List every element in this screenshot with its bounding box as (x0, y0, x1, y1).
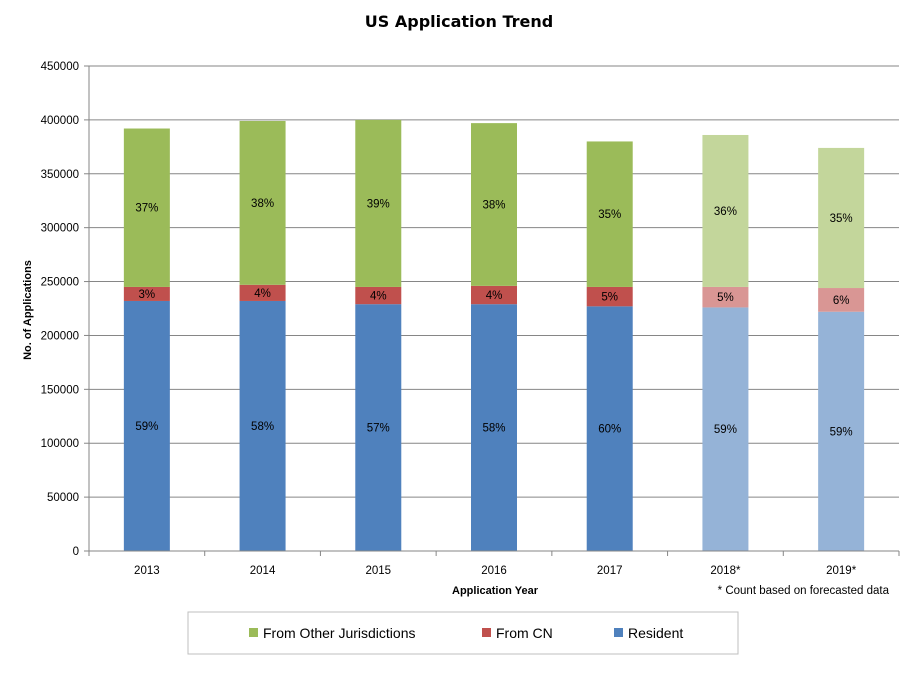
data-label-from-other: 35% (830, 213, 853, 225)
bar-from-other-2015 (355, 119, 402, 287)
x-tick-label: 2019* (826, 565, 857, 577)
bar-from-cn-2017 (586, 286, 633, 307)
legend: From Other Jurisdictions From CN Resident (249, 625, 683, 641)
data-label-from-other: 38% (251, 198, 274, 210)
bar-resident-2013 (123, 300, 170, 551)
x-tick-labels: 2013 2014 2015 2016 2017 2018* 2019* (134, 565, 857, 577)
data-label-resident: 59% (135, 421, 158, 433)
y-tick-label: 400000 (41, 115, 79, 127)
legend-label: From Other Jurisdictions (263, 625, 415, 641)
bar-resident-2015 (355, 304, 402, 551)
y-tick-label: 0 (73, 546, 79, 558)
y-tick-label: 450000 (41, 61, 79, 73)
legend-label: Resident (628, 625, 683, 641)
data-label-from-other: 39% (367, 198, 390, 210)
y-tick-label: 300000 (41, 223, 79, 235)
legend-swatch (482, 628, 491, 637)
bar-from-cn-2014 (239, 284, 286, 301)
data-label-from-cn: 4% (254, 288, 271, 300)
data-label-from-cn: 5% (717, 292, 734, 304)
bar-from-other-2016 (471, 123, 517, 286)
x-tick-label: 2018* (710, 565, 741, 577)
bar-from-cn-2015 (355, 286, 402, 305)
y-axis-title: No. of Applications (22, 260, 34, 360)
y-tick-label: 350000 (41, 169, 79, 181)
data-label-resident: 60% (598, 424, 621, 436)
data-label-from-cn: 3% (139, 289, 156, 301)
bar-from-cn-2016 (471, 285, 517, 305)
data-label-from-cn: 5% (601, 292, 618, 304)
data-label-from-other: 38% (482, 199, 505, 211)
x-tick-label: 2014 (250, 565, 276, 577)
x-axis-title: Application Year (452, 585, 539, 597)
bar-from-other-2014 (239, 120, 286, 285)
bar-from-cn-2019 (818, 288, 865, 312)
legend-box (187, 611, 739, 655)
data-label-resident: 58% (482, 423, 505, 435)
bar-resident-2019 (818, 311, 865, 551)
bar-resident-2017 (586, 306, 633, 551)
data-label-from-cn: 6% (833, 295, 850, 307)
y-tick-labels: 0 50000 100000 150000 200000 250000 300000 3500… (41, 61, 79, 558)
bars-group (123, 119, 865, 551)
y-tick-label: 100000 (41, 438, 79, 450)
chart-title: US Application Trend (365, 12, 553, 31)
data-label-from-cn: 4% (486, 290, 503, 302)
segment-labels: 59% 3% 37% 58% 4% 38% 57% 4% 39% 58% 4% 38% 60% 5% 35%… (135, 198, 852, 438)
data-label-from-other: 37% (135, 203, 158, 215)
legend-swatch (249, 628, 258, 637)
bar-resident-2014 (239, 300, 286, 551)
legend-swatch (614, 628, 623, 637)
data-label-from-other: 35% (598, 209, 621, 221)
data-label-resident: 59% (830, 426, 853, 438)
data-label-resident: 57% (367, 423, 390, 435)
y-tick-label: 150000 (41, 384, 79, 396)
forecast-note: * Count based on forecasted data (718, 585, 890, 597)
x-tick-label: 2013 (134, 565, 160, 577)
y-tick-label: 250000 (41, 277, 79, 289)
bar-from-other-2013 (123, 128, 170, 287)
bar-resident-2016 (471, 304, 517, 551)
x-tick-label: 2017 (597, 565, 623, 577)
bar-from-cn-2018 (702, 286, 749, 308)
bar-resident-2018 (702, 307, 749, 551)
axes (88, 66, 900, 556)
bar-from-other-2017 (586, 141, 633, 287)
legend-label: From CN (496, 625, 553, 641)
data-label-from-other: 36% (714, 206, 737, 218)
x-tick-label: 2016 (481, 565, 507, 577)
data-label-resident: 59% (714, 424, 737, 436)
bar-from-other-2019 (818, 147, 865, 289)
data-label-resident: 58% (251, 421, 274, 433)
y-tick-label: 50000 (47, 492, 79, 504)
y-tick-label: 200000 (41, 330, 79, 342)
bar-from-other-2018 (702, 134, 749, 287)
data-label-from-cn: 4% (370, 291, 387, 303)
bar-from-cn-2013 (123, 286, 170, 301)
x-tick-label: 2015 (365, 565, 391, 577)
